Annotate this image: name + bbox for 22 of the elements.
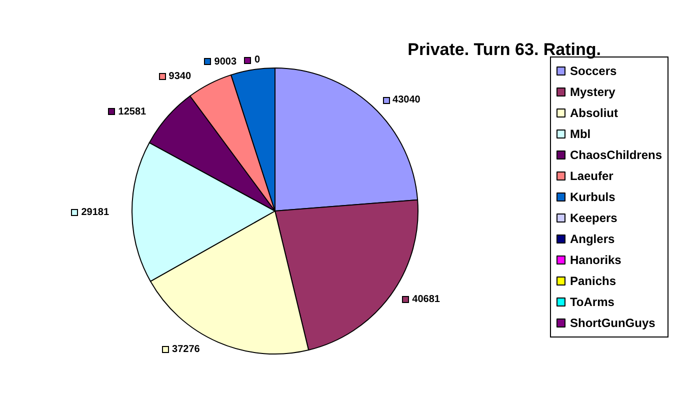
data-label: 29181 xyxy=(81,206,110,218)
legend-label: Mystery xyxy=(570,85,616,99)
data-label: 43040 xyxy=(392,94,421,106)
legend-label: Kurbuls xyxy=(570,190,616,204)
legend-label: Soccers xyxy=(570,64,618,78)
data-label: 40681 xyxy=(412,294,440,306)
data-label: 37276 xyxy=(172,344,200,356)
legend-label: Panichs xyxy=(570,274,616,288)
legend-label: Keepers xyxy=(570,211,618,225)
legend-label: Hanoriks xyxy=(570,253,622,267)
chart-title: Private. Turn 63. Rating. xyxy=(408,40,601,59)
legend-label: Anglers xyxy=(570,232,615,246)
legend-label: Mbl xyxy=(570,127,591,141)
legend-label: ToArms xyxy=(570,295,615,309)
legend-label: Laeufer xyxy=(570,169,614,183)
data-label: 9340 xyxy=(168,71,192,82)
data-label: 9003 xyxy=(214,56,237,68)
text: 0 xyxy=(254,54,260,66)
data-label: 12581 xyxy=(118,106,147,118)
legend-label: ShortGunGuys xyxy=(570,316,656,330)
legend-label: Absoliut xyxy=(570,106,618,120)
legend-label: ChaosChildrens xyxy=(570,148,662,162)
